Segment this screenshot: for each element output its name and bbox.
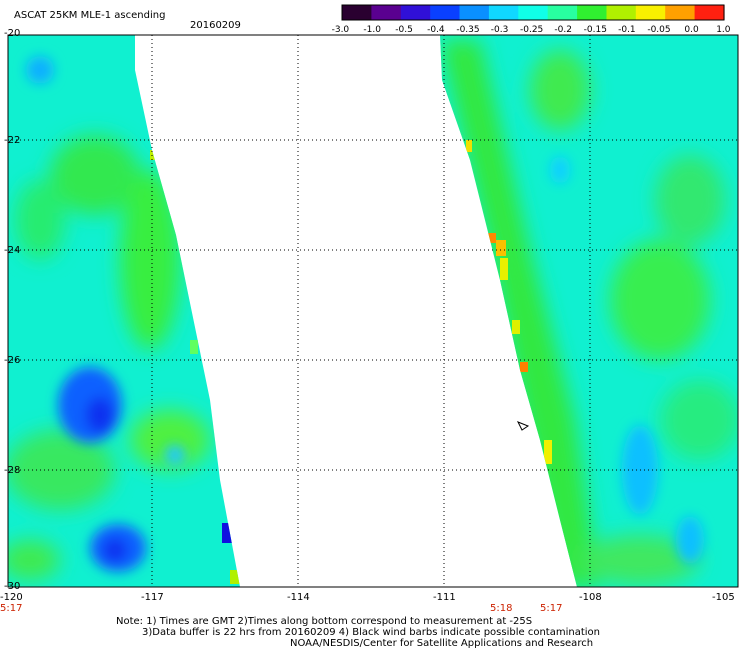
colorbar-label: -0.2 bbox=[554, 25, 572, 35]
chart-title: ASCAT 25KM MLE-1 ascending bbox=[14, 10, 166, 21]
left-swath bbox=[8, 35, 240, 587]
colorbar-label: 0.0 bbox=[684, 25, 699, 35]
lat-label: -26 bbox=[4, 355, 21, 366]
colorbar-swatch bbox=[371, 5, 402, 20]
lat-label: -30 bbox=[4, 581, 21, 592]
colorbar-label: -0.35 bbox=[456, 25, 480, 35]
date-label: 20160209 bbox=[190, 20, 241, 31]
colorbar bbox=[341, 4, 725, 21]
colorbar-swatch bbox=[606, 5, 637, 20]
colorbar-label: -1.0 bbox=[363, 25, 381, 35]
lat-label: -24 bbox=[4, 245, 21, 256]
lon-label: -117 bbox=[141, 592, 164, 603]
colorbar-label: -0.25 bbox=[520, 25, 544, 35]
colorbar-swatch bbox=[694, 5, 725, 20]
colorbar-swatch bbox=[547, 5, 578, 20]
plot-frame bbox=[7, 34, 739, 588]
wind-barb-icon bbox=[516, 421, 530, 431]
colorbar-swatch bbox=[665, 5, 696, 20]
time-label: 5:17 bbox=[540, 603, 563, 614]
colorbar-swatch bbox=[518, 5, 549, 20]
lon-label: -114 bbox=[287, 592, 310, 603]
graticule bbox=[8, 35, 738, 587]
colorbar-swatch bbox=[488, 5, 519, 20]
lat-label: -20 bbox=[4, 28, 21, 39]
colorbar-swatch bbox=[635, 5, 666, 20]
lon-label: -120 bbox=[0, 592, 23, 603]
note-line: 3)Data buffer is 22 hrs from 20160209 4)… bbox=[142, 627, 600, 638]
colorbar-label: -0.4 bbox=[427, 25, 445, 35]
time-label: 5:18 bbox=[490, 603, 513, 614]
colorbar-label: -0.1 bbox=[618, 25, 636, 35]
lon-label: -105 bbox=[712, 592, 735, 603]
note-line: NOAA/NESDIS/Center for Satellite Applica… bbox=[290, 638, 594, 649]
lat-label: -28 bbox=[4, 465, 21, 476]
lon-label: -108 bbox=[579, 592, 602, 603]
colorbar-swatch bbox=[577, 5, 608, 20]
colorbar-label: -0.05 bbox=[647, 25, 671, 35]
colorbar-label: 1.0 bbox=[716, 25, 731, 35]
colorbar-label: -0.5 bbox=[395, 25, 413, 35]
colorbar-swatch bbox=[400, 5, 431, 20]
colorbar-label: -0.3 bbox=[490, 25, 509, 35]
lat-label: -22 bbox=[4, 135, 21, 146]
colorbar-label: -0.15 bbox=[583, 25, 607, 35]
lon-label: -111 bbox=[433, 592, 456, 603]
time-label: 5:17 bbox=[0, 603, 23, 614]
colorbar-label: -3.0 bbox=[331, 25, 350, 35]
colorbar-swatch bbox=[430, 5, 461, 20]
note-line: Note: 1) Times are GMT 2)Times along bot… bbox=[116, 616, 533, 627]
colorbar-swatch bbox=[459, 5, 490, 20]
colorbar-frame bbox=[341, 4, 725, 21]
colorbar-swatch bbox=[342, 5, 372, 20]
